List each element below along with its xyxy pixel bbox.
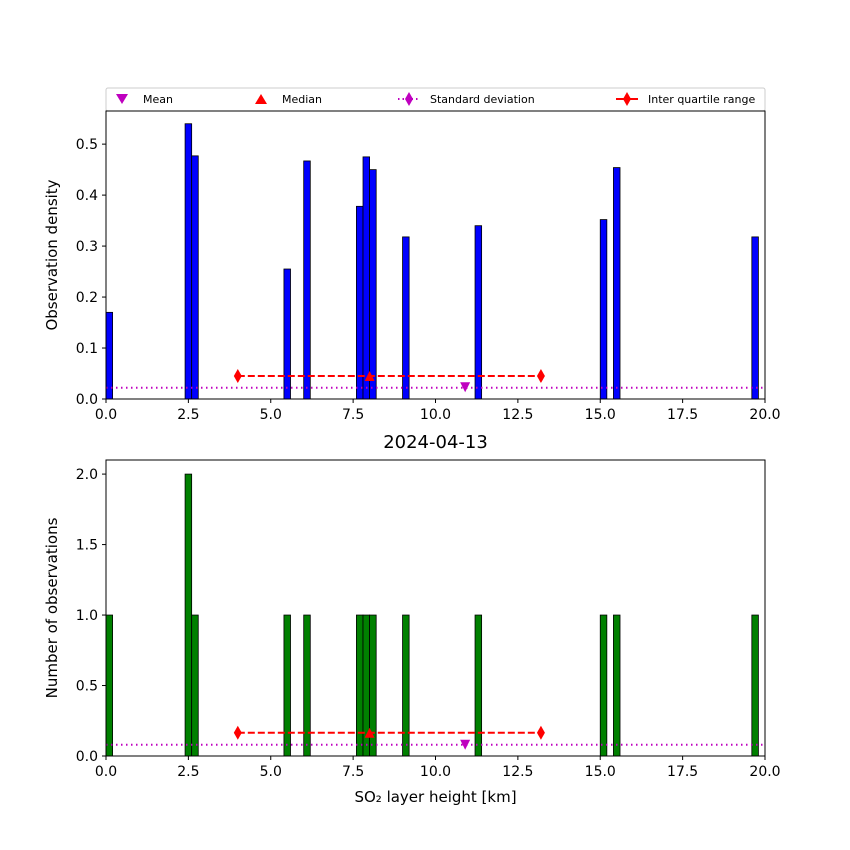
legend-entry-mean: Mean — [116, 93, 173, 106]
count-y-ticks: 0.0 0.5 1.0 1.5 2.0 — [76, 467, 106, 765]
count-x-ticks: 0.0 2.5 5.0 7.5 10.0 12.5 15.0 17.5 20.0 — [95, 756, 781, 780]
legend-mean-label: Mean — [143, 93, 173, 106]
x-tick-label: 7.5 — [342, 764, 364, 780]
histogram-bar — [105, 311, 113, 400]
legend-median-label: Median — [282, 93, 322, 106]
histogram-bar — [105, 614, 113, 757]
histogram-bar — [751, 236, 759, 400]
histogram-bar — [283, 268, 291, 400]
histogram-bar — [599, 219, 608, 400]
x-tick-label: 2.5 — [177, 407, 199, 423]
iqr-marker — [233, 725, 242, 740]
x-tick-label: 20.0 — [749, 764, 780, 780]
histogram-bar — [303, 160, 311, 400]
mean-marker — [460, 739, 471, 750]
histogram-bar — [362, 156, 371, 400]
y-tick-label: 0.0 — [76, 392, 98, 408]
histogram-bar — [191, 614, 199, 757]
count-y-axis-label: Number of observations — [43, 517, 61, 698]
x-tick-label: 5.0 — [260, 407, 282, 423]
count-stats — [106, 725, 765, 750]
histogram-bar — [369, 169, 377, 400]
iqr-marker — [536, 725, 545, 740]
histogram-bar — [474, 225, 483, 400]
y-tick-label: 0.5 — [76, 679, 98, 695]
x-tick-label: 15.0 — [585, 407, 616, 423]
y-tick-label: 0.5 — [76, 137, 98, 153]
x-tick-label: 5.0 — [260, 764, 282, 780]
chart-title: 2024-04-13 — [383, 432, 488, 453]
y-tick-label: 0.4 — [76, 188, 98, 204]
histogram-bar — [303, 614, 311, 757]
count-x-axis-label: SO₂ layer height [km] — [354, 788, 516, 806]
x-tick-label: 7.5 — [342, 407, 364, 423]
density-stats — [106, 369, 765, 393]
histogram-bar — [184, 473, 193, 757]
count-bars — [105, 473, 759, 757]
count-histogram-panel: 2024-04-13 0.0 2.5 5.0 7.5 10.0 12.5 15.0 17.5 2… — [43, 432, 781, 806]
x-tick-label: 12.5 — [502, 407, 533, 423]
x-tick-label: 17.5 — [667, 407, 698, 423]
y-tick-label: 2.0 — [76, 467, 98, 483]
density-axes-frame — [105, 110, 766, 400]
histogram-bar — [599, 614, 608, 757]
legend-std-marker — [405, 92, 413, 106]
y-tick-label: 1.5 — [76, 538, 98, 554]
legend-entry-std: Standard deviation — [398, 92, 535, 106]
y-tick-label: 0.1 — [76, 341, 98, 357]
iqr-marker — [233, 369, 242, 384]
y-tick-label: 0.2 — [76, 290, 98, 306]
iqr-marker — [536, 369, 545, 384]
x-tick-label: 17.5 — [667, 764, 698, 780]
y-tick-label: 0.3 — [76, 239, 98, 255]
legend-entry-iqr: Inter quartile range — [616, 92, 755, 106]
density-bars — [105, 123, 759, 400]
x-tick-label: 15.0 — [585, 764, 616, 780]
density-x-ticks: 0.0 2.5 5.0 7.5 10.0 12.5 15.0 17.5 20.0 — [95, 399, 781, 423]
histogram-bar — [613, 167, 621, 400]
legend: Mean Median Standard deviation Inter qua… — [105, 87, 766, 112]
legend-iqr-marker — [623, 92, 631, 106]
x-tick-label: 0.0 — [95, 407, 117, 423]
x-tick-label: 20.0 — [749, 407, 780, 423]
histogram-bar — [474, 614, 483, 757]
histogram-bar — [191, 155, 199, 400]
legend-entry-median: Median — [255, 93, 322, 106]
histogram-bar — [283, 614, 291, 757]
x-tick-label: 0.0 — [95, 764, 117, 780]
median-marker — [364, 727, 375, 738]
histogram-bar — [356, 614, 364, 757]
mean-marker — [460, 382, 471, 393]
median-marker — [364, 371, 375, 382]
x-tick-label: 2.5 — [177, 764, 199, 780]
histogram-bar — [613, 614, 621, 757]
histogram-bar — [402, 236, 410, 400]
y-tick-label: 1.0 — [76, 608, 98, 624]
count-axes-frame — [105, 459, 766, 757]
density-y-ticks: 0.0 0.1 0.2 0.3 0.4 0.5 — [76, 137, 106, 408]
x-tick-label: 10.0 — [420, 764, 451, 780]
density-histogram-panel: 0.0 2.5 5.0 7.5 10.0 12.5 15.0 17.5 20.0 0.00.10… — [43, 110, 781, 423]
histogram-bar — [184, 123, 193, 400]
x-tick-label: 12.5 — [502, 764, 533, 780]
histogram-bar — [402, 614, 410, 757]
legend-iqr-label: Inter quartile range — [648, 93, 755, 106]
histogram-bar — [751, 614, 759, 757]
density-y-axis-label: Observation density — [43, 179, 61, 330]
legend-mean-marker — [116, 94, 128, 104]
legend-std-label: Standard deviation — [430, 93, 535, 106]
y-tick-label: 0.0 — [76, 749, 98, 765]
histogram-bar — [356, 205, 364, 400]
legend-median-marker — [255, 94, 267, 104]
x-tick-label: 10.0 — [420, 407, 451, 423]
